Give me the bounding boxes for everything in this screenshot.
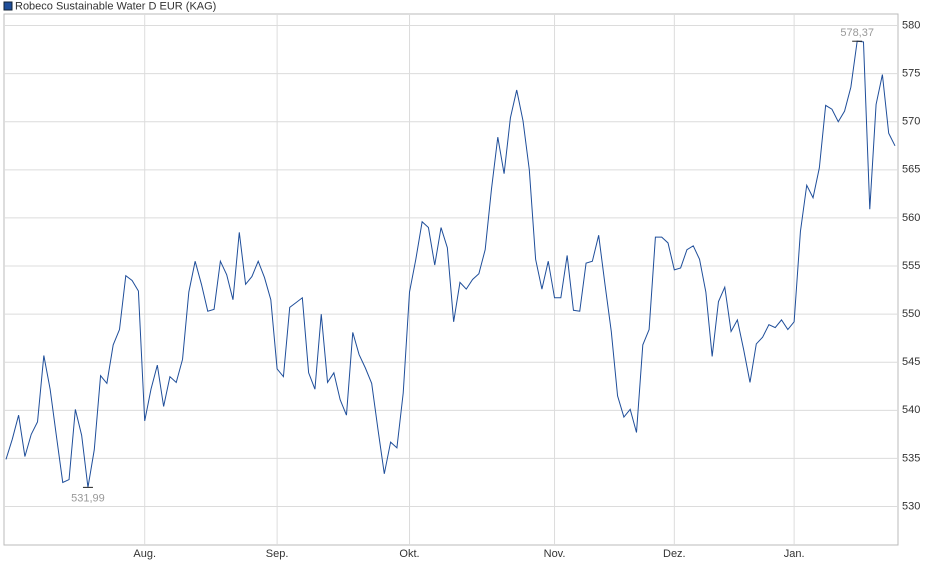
y-tick-label: 575 <box>902 68 920 80</box>
x-tick-label: Nov. <box>544 548 566 560</box>
x-tick-label: Okt. <box>399 548 419 560</box>
legend-swatch <box>3 1 13 11</box>
y-tick-label: 580 <box>902 19 920 31</box>
x-tick-label: Dez. <box>663 548 686 560</box>
value-label: 531,99 <box>71 492 105 504</box>
y-tick-label: 550 <box>902 308 920 320</box>
y-tick-label: 530 <box>902 500 920 512</box>
x-tick-label: Jan. <box>784 548 805 560</box>
value-label: 578,37 <box>840 27 874 39</box>
plot-frame <box>3 13 899 546</box>
y-tick-label: 545 <box>902 356 920 368</box>
series-line <box>5 40 896 488</box>
y-tick-label: 540 <box>902 404 920 416</box>
x-tick-label: Aug. <box>133 548 156 560</box>
legend-label: Robeco Sustainable Water D EUR (KAG) <box>15 0 216 12</box>
y-tick-label: 560 <box>902 212 920 224</box>
x-tick-label: Sep. <box>266 548 289 560</box>
y-tick-label: 555 <box>902 260 920 272</box>
y-tick-label: 570 <box>902 116 920 128</box>
y-tick-label: 535 <box>902 452 920 464</box>
y-tick-label: 565 <box>902 164 920 176</box>
